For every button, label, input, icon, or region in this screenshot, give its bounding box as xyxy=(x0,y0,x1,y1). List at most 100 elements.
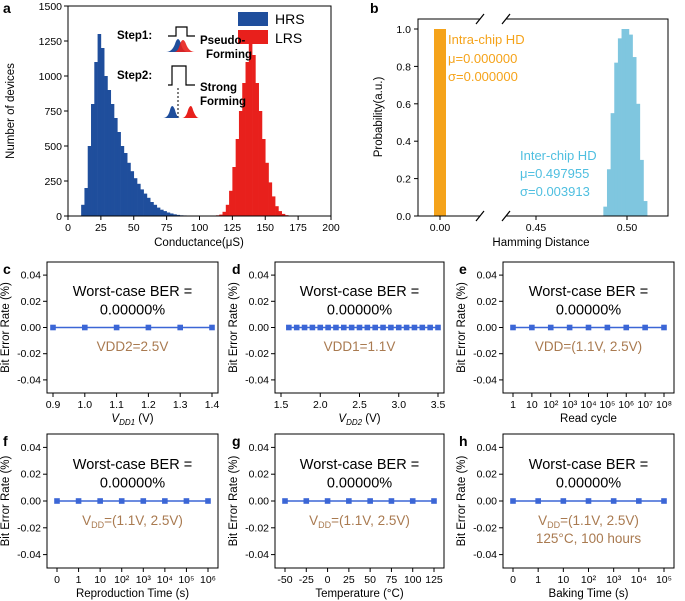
y-axis-label-g: Bit Error Rate (%) xyxy=(228,455,240,546)
bar-hrs-10 xyxy=(114,118,118,216)
x-tick-label-c-5: 1.4 xyxy=(205,399,220,411)
x-tick-label-a-3: 75 xyxy=(161,222,173,234)
bar-lrs-17 xyxy=(268,182,273,216)
ber-marker-h-1 xyxy=(535,498,541,504)
y-tick-label-f-4: -0.04 xyxy=(17,549,41,561)
y-tick-label-e-4: -0.04 xyxy=(473,374,497,386)
ber-marker-f-2 xyxy=(97,498,103,504)
worst-case-ber-value-f: 0.00000% xyxy=(100,476,165,492)
ber-marker-g-0 xyxy=(282,498,288,504)
panel-label-g: g xyxy=(232,433,241,449)
y-tick-label-f-2: 0.00 xyxy=(21,496,42,508)
ber-marker-h-0 xyxy=(510,498,516,504)
x-tick-label-d-3: 3.0 xyxy=(391,399,406,411)
panel-label-b: b xyxy=(370,0,379,16)
inset-step2-hrs-peak-icon xyxy=(163,106,180,118)
inset-step1-pulse-icon xyxy=(168,26,195,37)
ber-marker-d-5 xyxy=(325,324,331,331)
panel-e: e 0.040.020.00-0.02-0.041 10 10² 10³ 10⁴ 10⁵ 10… xyxy=(456,261,675,425)
condition-annotation-d: VDD1=1.1V xyxy=(324,339,396,354)
ber-marker-d-0 xyxy=(286,324,292,331)
panel-label-a: a xyxy=(3,0,11,16)
ber-marker-h-4 xyxy=(610,498,617,504)
x-tick-label-f-0: 0 xyxy=(54,574,60,586)
x-tick-label-e-1: 10 xyxy=(526,399,538,411)
x-axis-ticks-b: 0.00 0.45 0.50 xyxy=(430,216,637,234)
bar-lrs-12 xyxy=(252,55,256,216)
ber-marker-d-12 xyxy=(380,324,386,331)
y-axis-label-e: Bit Error Rate (%) xyxy=(456,282,468,373)
intra-mu: μ=0.000000 xyxy=(448,51,517,66)
x-tick-label-g-6: 100 xyxy=(404,574,422,586)
panel-label-h: h xyxy=(459,433,468,449)
y-tick-label-a-5: 1250 xyxy=(39,36,63,48)
bar-hrs-23 xyxy=(156,207,161,216)
bar-hrs-12 xyxy=(120,146,125,216)
bar-hrs-1 xyxy=(84,188,89,216)
ber-marker-g-4 xyxy=(367,498,373,504)
x-tick-label-e-6: 10⁶ xyxy=(618,399,634,411)
y-tick-label-a-0: 0 xyxy=(56,211,62,223)
bar-inter-chip-10 xyxy=(639,159,644,216)
bar-lrs-7 xyxy=(235,139,240,216)
ber-marker-e-5 xyxy=(604,324,611,331)
ber-marker-e-0 xyxy=(510,324,516,331)
x-tick-label-a-6: 150 xyxy=(256,222,274,234)
worst-case-ber-label-c: Worst-case BER = xyxy=(73,284,192,300)
bar-lrs-13 xyxy=(255,83,259,216)
inset-step2-lrs-peak-icon xyxy=(182,106,199,118)
y-tick-label-e-2: 0.00 xyxy=(477,322,498,334)
ber-marker-f-3 xyxy=(118,498,125,504)
x-tick-label-g-1: -25 xyxy=(299,574,314,586)
bar-hrs-24 xyxy=(160,209,164,216)
x-tick-label-b-1: 0.45 xyxy=(526,222,547,234)
panel-c: c 0.04 0.02 0.00 -0.02 -0.04 0.9 1.0 1.1 1.2 1.3 1.… xyxy=(0,261,219,427)
y-tick-label-h-3: -0.02 xyxy=(473,522,497,534)
bar-hrs-18 xyxy=(140,189,144,216)
ber-marker-f-1 xyxy=(75,498,82,504)
bar-lrs-14 xyxy=(258,111,263,216)
ber-marker-c-1 xyxy=(82,324,88,331)
x-tick-label-e-3: 10³ xyxy=(562,399,578,411)
y-axis-label-b: Probability(a.u.) xyxy=(373,77,385,158)
x-tick-label-c-4: 1.3 xyxy=(173,399,188,411)
x-tick-label-c-2: 1.1 xyxy=(109,399,124,411)
y-tick-label-c-4: -0.04 xyxy=(17,374,41,386)
y-tick-label-e-3: -0.02 xyxy=(473,348,497,360)
y-tick-label-f-1: 0.02 xyxy=(21,469,42,481)
ber-marker-d-6 xyxy=(333,324,339,331)
ber-marker-g-1 xyxy=(303,498,310,504)
worst-case-ber-label-d: Worst-case BER = xyxy=(300,284,419,300)
bar-lrs-9 xyxy=(242,83,246,216)
legend-label-hrs: HRS xyxy=(275,11,305,27)
inset-step1-desc-line2: Forming xyxy=(206,49,252,61)
y-axis-label-h: Bit Error Rate (%) xyxy=(456,455,468,546)
x-tick-label-c-1: 1.0 xyxy=(77,399,92,411)
y-tick-label-g-1: 0.02 xyxy=(249,469,270,481)
bar-hrs-7 xyxy=(104,76,108,216)
condition-annotation-g: VDD=(1.1V, 2.5V) xyxy=(309,513,410,530)
panel-label-e: e xyxy=(459,261,467,277)
x-tick-label-a-0: 0 xyxy=(65,222,71,234)
bar-hrs-0 xyxy=(81,204,85,216)
x-tick-label-b-0: 0.00 xyxy=(430,222,451,234)
ber-marker-c-3 xyxy=(145,324,152,331)
worst-case-ber-value-c: 0.00000% xyxy=(100,302,165,318)
panel-h: h 0.04 0.02 0.00 -0.02 -0.04 0 1 10 10² 10³ 10⁴ 10⁵ B… xyxy=(456,433,675,600)
bar-hrs-25 xyxy=(163,211,167,216)
ber-marker-d-2 xyxy=(301,324,308,331)
x-tick-label-e-0: 1 xyxy=(510,399,516,411)
x-tick-label-h-6: 10⁵ xyxy=(656,574,672,586)
x-tick-label-f-2: 10 xyxy=(94,574,106,586)
condition-annotation-h: VDD=(1.1V, 2.5V) xyxy=(538,513,639,530)
bar-hrs-15 xyxy=(130,171,135,216)
worst-case-ber-value-g: 0.00000% xyxy=(327,476,392,492)
y-tick-label-d-2: 0.00 xyxy=(249,322,270,334)
bar-inter-chip-8 xyxy=(632,57,637,216)
legend-swatch-hrs xyxy=(238,12,268,26)
y-tick-label-c-0: 0.04 xyxy=(21,270,42,282)
y-tick-label-e-0: 0.04 xyxy=(477,270,498,282)
ber-marker-h-5 xyxy=(636,498,642,504)
ber-marker-d-10 xyxy=(364,324,371,331)
bar-hrs-27 xyxy=(169,213,174,216)
